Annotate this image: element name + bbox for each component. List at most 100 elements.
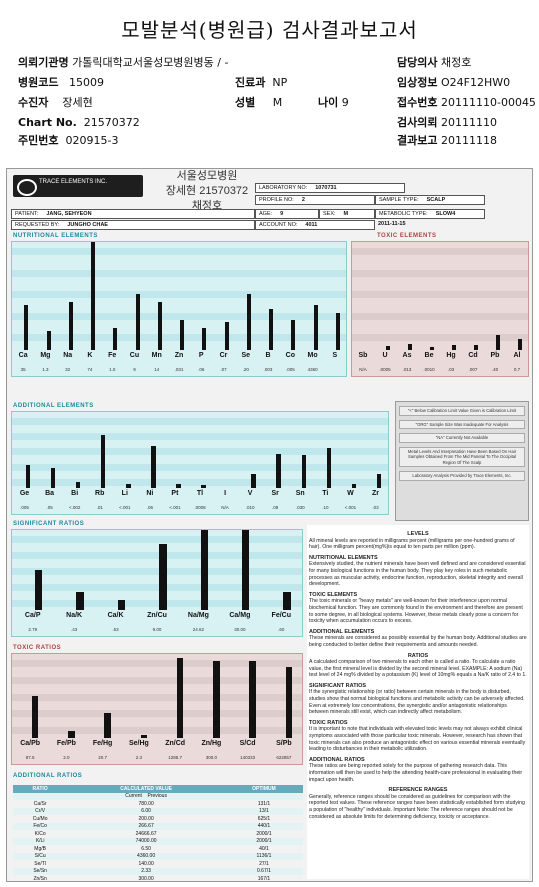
value-label: .003	[257, 367, 279, 372]
text-paragraph: A calculated comparison of two minerals …	[309, 659, 527, 679]
category-label: P	[190, 352, 212, 359]
chart-bar	[518, 339, 522, 350]
table-row: Fe/Co 266.67 440/1	[13, 823, 303, 831]
value-label: 87.5	[12, 755, 48, 760]
category-label: Cr	[212, 352, 234, 359]
chart-bar	[35, 570, 42, 610]
sample-type: SAMPLE TYPE: SCALP	[375, 195, 485, 205]
chart-bar	[32, 696, 39, 738]
value-label: .0008	[187, 505, 212, 510]
value-label: .06	[137, 505, 162, 510]
table-cell: 40/1	[225, 845, 303, 853]
table-cell: 200.00	[67, 815, 225, 823]
chart-bar	[201, 530, 208, 610]
table-cell: Zn/Sn	[13, 875, 67, 882]
category-label: K	[79, 352, 101, 359]
table-cell: 74000.00	[67, 838, 225, 846]
table-cell: 2.33	[67, 868, 225, 876]
category-label: Mo	[301, 352, 323, 359]
chart-bar	[225, 322, 229, 350]
grid-band	[352, 248, 528, 255]
text-heading: REFERENCE RANGES	[309, 787, 527, 794]
header-requester: 의뢰기관명 가톨릭대학교서울성모병원병동 / -	[18, 56, 228, 70]
chart-bar	[336, 313, 340, 350]
category-label: Se	[235, 352, 257, 359]
table-cell: 780.00	[67, 800, 225, 808]
category-label: Fe/Cu	[261, 612, 302, 619]
header-receipt-no: 접수번호 20111110-00045	[397, 96, 536, 110]
category-label: Ba	[37, 490, 62, 497]
category-label: Sb	[352, 352, 374, 359]
chart-bar	[101, 435, 106, 488]
value-label: .03	[363, 505, 388, 510]
table-cell: 266.67	[67, 823, 225, 831]
sex-box: SEX: M	[319, 209, 375, 219]
category-label: U	[374, 352, 396, 359]
category-label: Mn	[146, 352, 168, 359]
header-resident-no: 주민번호 020915-3	[18, 134, 118, 148]
category-label: Li	[112, 490, 137, 497]
table-cell: Mg/B	[13, 845, 67, 853]
value-label: 9	[123, 367, 145, 372]
header-sex: 성별 M	[235, 96, 282, 110]
grid-band	[352, 270, 528, 277]
text-paragraph: If the synergistic relationship (or rati…	[309, 689, 527, 715]
table-cell: 300.00	[67, 875, 225, 882]
text-heading: TOXIC ELEMENTS	[309, 592, 527, 599]
value-label: .10	[313, 505, 338, 510]
chart-bar	[104, 713, 111, 738]
category-label: Mg	[34, 352, 56, 359]
chart-bar	[76, 592, 83, 610]
value-label: N/A	[213, 505, 238, 510]
value-label: .007	[462, 367, 484, 372]
table-cell: 6.50	[67, 845, 225, 853]
table-cell: 4360.00	[67, 853, 225, 861]
value-label: 300.0	[193, 755, 229, 760]
value-label: .0010	[418, 367, 440, 372]
grid-band	[12, 464, 388, 471]
category-label: Ca	[12, 352, 34, 359]
table-cell: K/Co	[13, 830, 67, 838]
category-label: Ca/Mg	[219, 612, 260, 619]
table-cell: Cr/V	[13, 808, 67, 816]
value-label: .03	[440, 367, 462, 372]
chart-bar	[269, 309, 273, 350]
grid-band	[12, 568, 302, 575]
grid-band	[12, 418, 388, 425]
value-label: .53	[95, 627, 136, 632]
chart-bar	[176, 484, 181, 488]
chart-bar	[314, 305, 318, 350]
text-heading: TOXIC RATIOS	[309, 720, 527, 727]
text-paragraph: It is important to note that individuals…	[309, 726, 527, 752]
category-label: Zr	[363, 490, 388, 497]
value-label: .0005	[374, 367, 396, 372]
additional-chart: Ge .005 Ba .05 Bi <.002 Rb .01 Li <.001 Ni .06 Pt <.0…	[11, 411, 389, 515]
patient-name: PATIENT: JANG, SEHYEON	[11, 209, 255, 219]
report-date: 2011-11-15	[375, 220, 485, 228]
table-cell: 440/1	[225, 823, 303, 831]
chart-bar	[386, 346, 390, 350]
value-label: .005	[12, 505, 37, 510]
value-label: .43	[53, 627, 94, 632]
grid-band	[12, 727, 302, 734]
additional-title: ADDITIONAL ELEMENTS	[13, 403, 94, 409]
chart-bar	[159, 544, 166, 610]
grid-band	[12, 270, 346, 277]
grid-band	[12, 584, 302, 591]
age-box: AGE: 9	[255, 209, 319, 219]
category-label: Fe/Pb	[48, 740, 84, 747]
grid-band	[12, 291, 346, 298]
table-cell: 625/1	[225, 815, 303, 823]
text-heading: SIGNIFICANT RATIOS	[309, 683, 527, 690]
category-label: Co	[279, 352, 301, 359]
toxic-ratios-title: TOXIC RATIOS	[13, 645, 61, 651]
value-label: .07	[212, 367, 234, 372]
chart-bar	[496, 335, 500, 350]
table-cell: 167/1	[225, 875, 303, 882]
chart-bar	[430, 347, 434, 350]
chart-bar	[177, 658, 184, 738]
header-age: 나이 9	[318, 96, 349, 110]
value-label: 9.00	[136, 627, 177, 632]
table-cell: 140.00	[67, 860, 225, 868]
category-label: Ca/P	[12, 612, 53, 619]
